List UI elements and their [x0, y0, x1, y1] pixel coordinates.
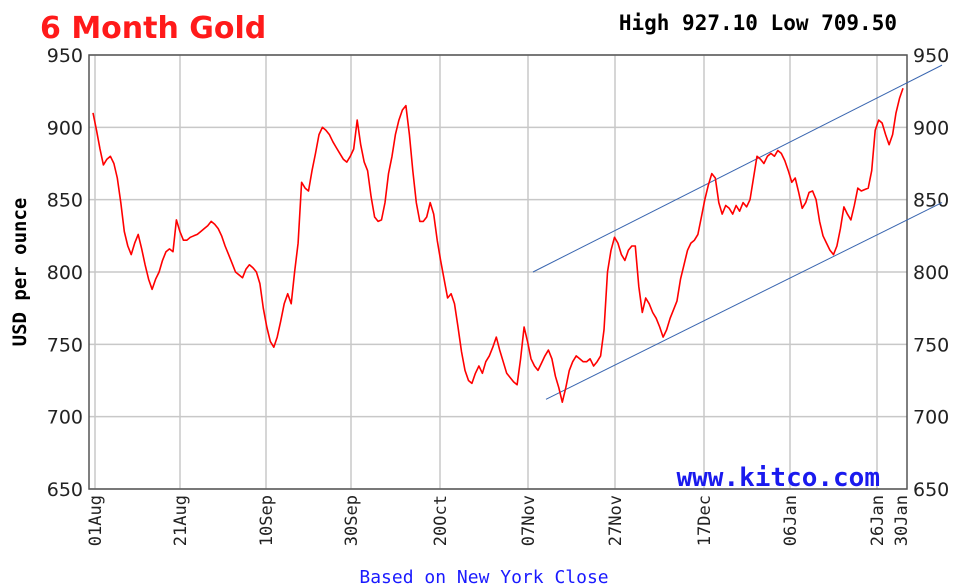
x-tick-label: 20Oct: [431, 495, 451, 546]
x-tick-label: 26Jan: [868, 495, 888, 546]
y-tick-right: 900: [913, 117, 949, 139]
y-tick-right: 700: [913, 407, 949, 429]
y-axis-right: 950 900 850 800 750 700 650: [913, 45, 949, 501]
y-tick-left: 950: [47, 45, 83, 67]
y-tick-left: 650: [47, 479, 83, 501]
y-tick-left: 800: [47, 262, 83, 284]
x-axis: 01Aug 21Aug 10Sep 30Sep 20Oct 07Nov 27Nov 17Dec…: [86, 495, 912, 546]
x-tick-label: 06Jan: [781, 495, 801, 546]
trend-line: [545, 202, 943, 400]
trend-lines: [532, 64, 943, 400]
y-tick-right: 950: [913, 45, 949, 67]
x-tick-label: 30Sep: [342, 495, 362, 546]
grid: [89, 54, 907, 490]
x-tick-label: 10Sep: [257, 495, 277, 546]
y-tick-left: 850: [47, 190, 83, 212]
x-tick-label: 21Aug: [171, 495, 191, 546]
y-tick-left: 700: [47, 407, 83, 429]
plot-frame: [88, 54, 908, 490]
x-tick-label: 30Jan: [892, 495, 912, 546]
x-axis-label: Based on New York Close: [359, 567, 608, 588]
y-tick-right: 750: [913, 334, 949, 356]
chart-title: 6 Month Gold: [40, 11, 266, 46]
y-tick-left: 900: [47, 117, 83, 139]
high-low-readout: High 927.10 Low 709.50: [619, 11, 897, 35]
trend-line: [532, 64, 943, 273]
y-axis-label: USD per ounce: [9, 198, 31, 347]
gold-price-line: [92, 88, 904, 404]
x-tick-label: 17Dec: [695, 495, 715, 546]
y-tick-right: 650: [913, 479, 949, 501]
x-tick-label: 27Nov: [606, 495, 626, 546]
watermark: www.kitco.com: [677, 463, 881, 493]
y-tick-left: 750: [47, 334, 83, 356]
y-tick-right: 800: [913, 262, 949, 284]
y-tick-right: 850: [913, 190, 949, 212]
x-tick-label: 01Aug: [86, 495, 106, 546]
x-tick-label: 07Nov: [519, 495, 539, 546]
y-axis-left: 950 900 850 800 750 700 650: [47, 45, 83, 501]
